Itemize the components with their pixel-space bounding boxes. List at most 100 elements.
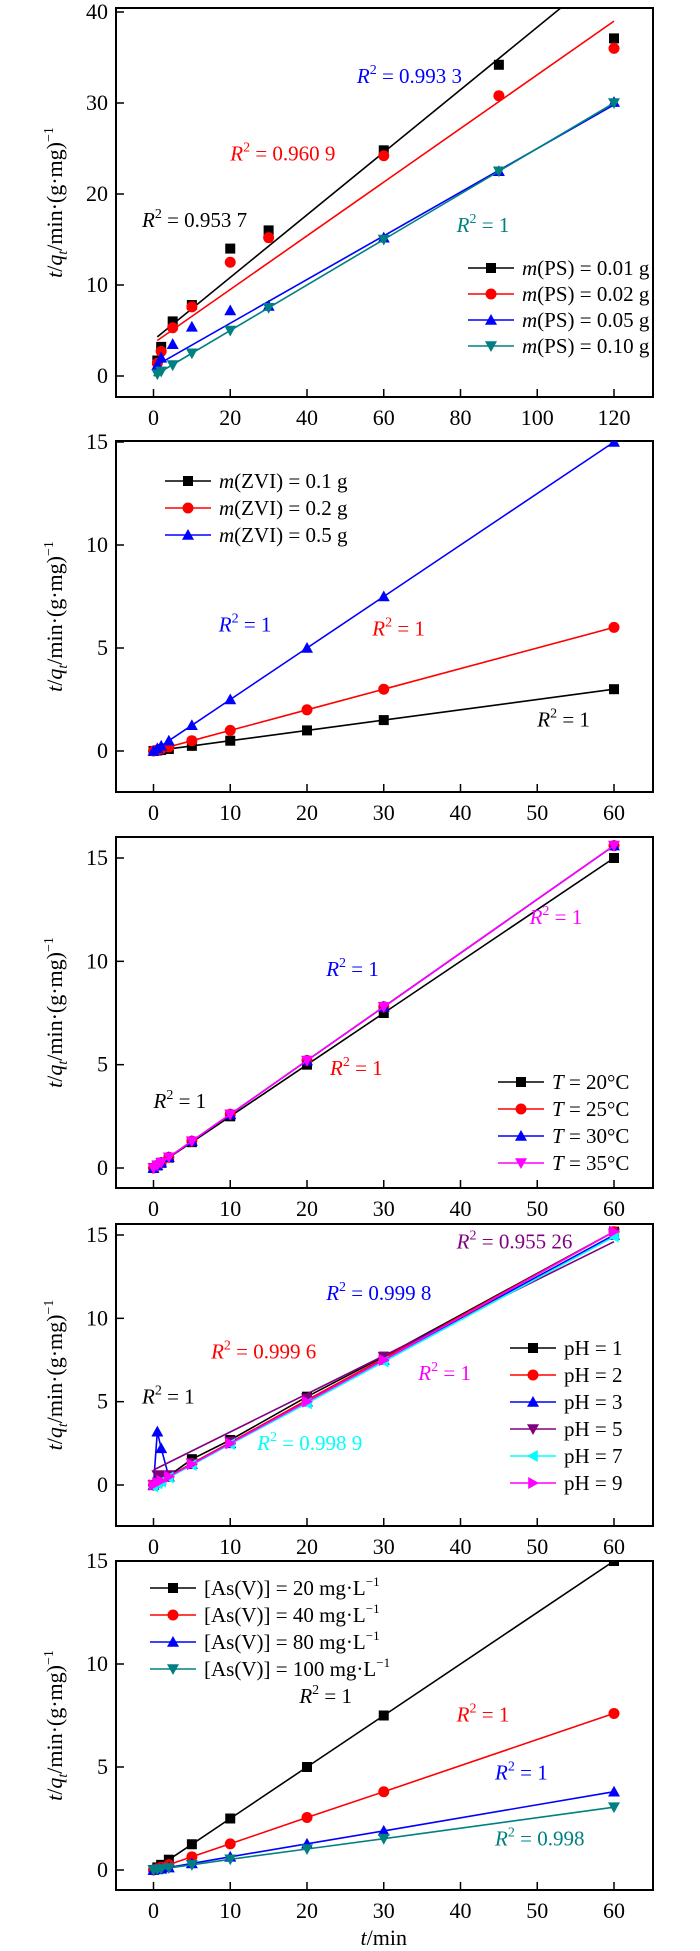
x-tick-label: 80 [450,405,472,430]
y-axis-label: t/qt/min·(g·mg)−1 [42,1300,71,1451]
chart-panel-ps: 0 10 20 30 40 0 20 40 60 80 100 120 t/qt/min·(g·mg)−… [42,0,654,430]
plot-area [147,1561,620,1876]
r-squared-annotation: R2 = 1 [325,956,379,981]
data-point [301,1811,313,1823]
data-point [224,724,236,736]
fit-line [156,8,561,338]
legend-item: T = 30°C [498,1124,629,1148]
series-2 [148,621,620,757]
data-point [377,1002,390,1013]
y-tick-label: 15 [86,1548,108,1573]
legend-marker [485,314,497,325]
data-point [301,704,313,716]
legend-item: pH = 5 [510,1417,623,1441]
plot-area [147,839,620,1174]
y-tick-label: 40 [86,0,108,24]
r-squared-annotation: R2 = 1 [536,706,590,731]
data-point [185,348,198,360]
r-squared-annotation: R2 = 1 [417,1360,471,1385]
series-4 [147,1802,620,1876]
data-point [378,1710,389,1721]
r-squared-annotation: R2 = 1 [494,1759,548,1784]
legend-item: T = 20°C [498,1070,629,1094]
x-tick-label: 40 [296,405,318,430]
x-tick-label: 50 [526,1898,548,1923]
data-point [155,739,168,751]
x-tick-label: 30 [373,800,395,825]
x-tick-label: 60 [603,1898,625,1923]
x-tick-label: 0 [148,1898,159,1923]
legend-item: [As(V)] = 20 mg·L−1 [150,1574,380,1600]
legend-item: m(ZVI) = 0.1 g [165,469,348,493]
legend-item: pH = 1 [510,1336,623,1360]
r-squared-annotation: R2 = 0.998 9 [256,1430,362,1455]
x-tick-label: 0 [148,405,159,430]
x-tick-label: 60 [373,405,395,430]
data-point [155,1864,168,1875]
legend-label: pH = 1 [564,1336,623,1360]
legend-marker [515,1103,527,1115]
legend-marker [527,1450,538,1462]
legend-marker [183,476,193,486]
data-point [608,621,620,633]
legend-label: pH = 9 [564,1471,623,1495]
legend-marker [182,502,194,514]
y-tick-label: 5 [97,1754,108,1779]
legend-label: pH = 7 [564,1444,623,1468]
data-point [608,1785,620,1797]
data-point [301,1844,313,1855]
x-tick-label: 60 [603,1534,625,1559]
x-tick-label: 10 [219,1534,241,1559]
r-squared-annotation: R2 = 0.999 6 [210,1338,316,1363]
y-tick-label: 10 [86,948,108,973]
r-squared-annotation: R2 = 1 [456,1702,510,1727]
x-tick-label: 30 [373,1534,395,1559]
legend-item: [As(V)] = 100 mg·L−1 [150,1655,390,1681]
data-point [155,351,168,363]
data-point [493,90,505,102]
data-point [164,1470,175,1483]
plot-area [151,8,620,381]
y-tick-label: 15 [86,845,108,870]
plot-area [147,441,620,757]
legend-item: m(ZVI) = 0.5 g [165,523,348,547]
series-3 [147,441,620,756]
x-tick-label: 20 [296,1196,318,1221]
data-point [493,59,504,70]
legend-item: pH = 3 [510,1390,623,1414]
legend-item: [As(V)] = 40 mg·L−1 [150,1601,380,1627]
legend-label: m(ZVI) = 0.5 g [219,523,348,547]
legend-marker [515,1158,527,1169]
legend-label: T = 30°C [552,1124,629,1148]
legend-marker [182,529,194,540]
data-point [186,301,198,313]
data-point [609,33,619,44]
series-4 [147,840,620,1174]
x-tick-label: 0 [148,1196,159,1221]
r-squared-annotation: R2 = 1 [298,1683,352,1708]
x-tick-label: 10 [219,1196,241,1221]
data-point [186,1839,197,1850]
legend-marker [167,1636,179,1647]
y-tick-label: 10 [86,1305,108,1330]
legend: [As(V)] = 20 mg·L−1[As(V)] = 40 mg·L−1 [A… [150,1574,390,1681]
plot-area [147,1225,620,1493]
legend-marker [486,263,496,273]
r-squared-annotation: R2 = 1 [153,1088,207,1113]
data-point [155,366,168,378]
data-point [378,1786,390,1798]
data-point [162,734,175,746]
data-point [378,683,390,695]
chart-panel-asv: 0 5 10 15 0 10 20 30 40 50 60 t/qt/min·(g·mg)−1 t/mi… [42,1548,654,1950]
series-6 [148,1225,620,1491]
data-point [492,166,505,178]
x-tick-label: 60 [603,800,625,825]
legend-label: m(PS) = 0.10 g [522,334,650,358]
r-squared-annotation: R2 = 0.960 9 [229,140,335,165]
r-squared-annotation: R2 = 1 [371,616,425,641]
legend: m(ZVI) = 0.1 g m(ZVI) = 0.2 g m(ZVI) = 0.5… [165,469,348,547]
data-point [608,1802,620,1814]
y-tick-label: 5 [97,1052,108,1077]
data-point [224,1838,236,1850]
legend-label: T = 20°C [552,1070,629,1094]
